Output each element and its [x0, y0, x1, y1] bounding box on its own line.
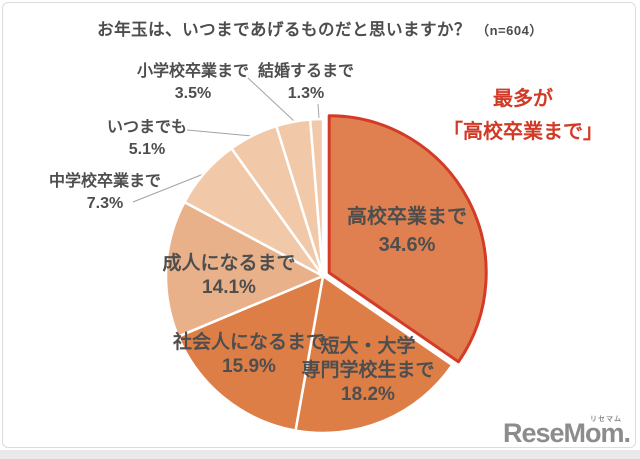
- slice-label-working-adult: 社会人になるまで 15.9%: [173, 331, 325, 379]
- slice-label-text: 社会人になるまで: [172, 332, 326, 353]
- slice-label-pct: 18.2%: [341, 384, 395, 405]
- leader-line-junior-high: [132, 172, 207, 203]
- leader-lines: [132, 77, 320, 203]
- leader-line-marriage: [317, 103, 320, 119]
- pie-slice-7: [308, 117, 325, 278]
- slice-label-pct: 7.3%: [86, 195, 124, 212]
- annotation-line2: 「高校卒業まで」: [443, 121, 603, 143]
- slice-label-text: 小学校卒業まで: [136, 63, 250, 80]
- slice-label-pct: 14.1%: [202, 277, 256, 298]
- slice-label-text: 専門学校生まで: [301, 360, 435, 381]
- chart-title-text: お年玉は、いつまであげるものだと思いますか？: [97, 21, 471, 39]
- slice-label-pct: 34.6%: [378, 234, 436, 256]
- slice-label-marriage: 結婚するまで 1.3%: [258, 61, 354, 105]
- slice-label-highschool: 高校卒業まで 34.6%: [347, 203, 467, 259]
- slice-label-pct: 5.1%: [128, 141, 166, 158]
- resemom-logo-text: ReseMom.: [502, 418, 631, 448]
- page-background-strip: [0, 450, 640, 459]
- chart-title: お年玉は、いつまであげるものだと思いますか？ （n=604）: [0, 16, 640, 40]
- resemom-logo-kana: リセマム: [590, 416, 622, 423]
- pie-slice-2: [176, 274, 325, 432]
- leader-line-elementary: [247, 77, 295, 122]
- slice-label-text: 高校卒業まで: [347, 206, 467, 228]
- pie-slice-1: [294, 274, 454, 435]
- slice-label-adulthood: 成人になるまで 14.1%: [162, 252, 295, 300]
- slice-label-elementary: 小学校卒業まで 3.5%: [137, 61, 249, 105]
- highlight-annotation: 最多が 「高校卒業まで」: [443, 83, 603, 149]
- slice-label-text: 成人になるまで: [162, 253, 296, 274]
- annotation-line1: 最多が: [493, 88, 553, 110]
- slice-label-text: 中学校卒業まで: [48, 173, 162, 190]
- leader-line-forever: [186, 129, 253, 137]
- pie-slices: [164, 114, 488, 435]
- slice-label-college: 短大・大学 専門学校生まで 18.2%: [301, 335, 434, 407]
- slice-label-pct: 1.3%: [287, 85, 325, 102]
- slice-label-text: 短大・大学: [320, 336, 416, 357]
- pie-slice-0: [327, 114, 488, 364]
- slice-label-text: 結婚するまで: [257, 63, 355, 80]
- pie-slice-3: [164, 200, 325, 338]
- slice-label-text: いつまでも: [106, 119, 188, 136]
- slice-label-pct: 15.9%: [222, 356, 276, 377]
- sample-size-label: （n=604）: [476, 23, 543, 38]
- slice-label-junior-high: 中学校卒業まで 7.3%: [49, 171, 161, 215]
- resemom-logo: リセマム ReseMom.: [502, 416, 631, 449]
- slice-label-forever: いつまでも 5.1%: [107, 117, 187, 161]
- slice-label-pct: 3.5%: [174, 85, 212, 102]
